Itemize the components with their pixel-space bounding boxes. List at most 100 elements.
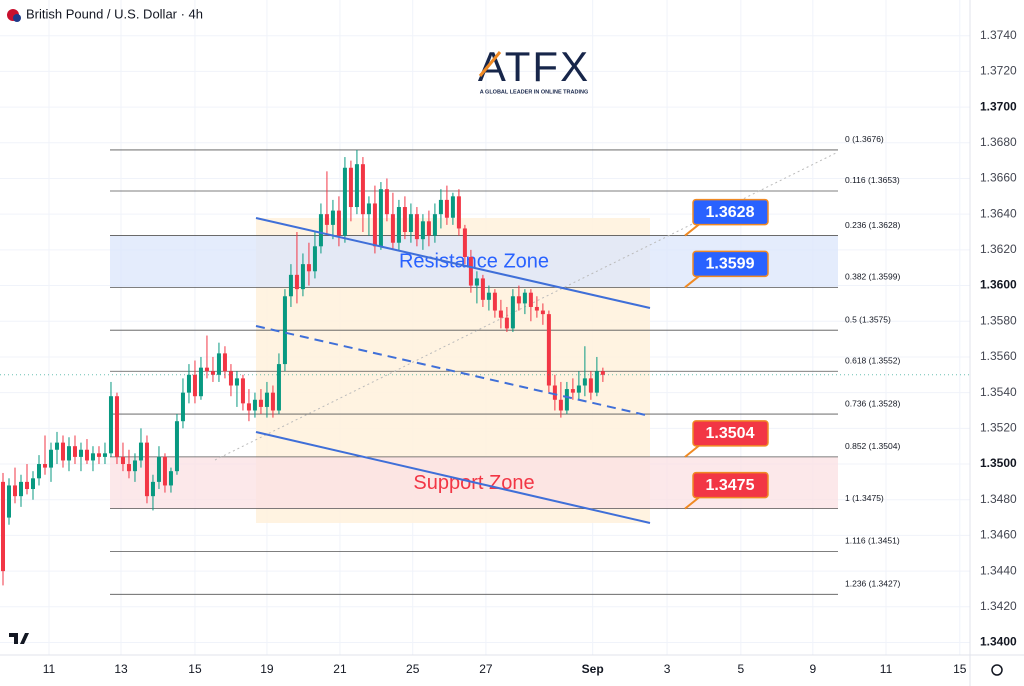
tag-label: 1.3628 xyxy=(706,204,755,221)
candle-body xyxy=(348,167,353,208)
candle-body xyxy=(432,214,437,236)
x-tick-label: 15 xyxy=(188,662,202,676)
candle-body xyxy=(336,210,341,236)
tv-logo xyxy=(9,633,29,644)
tag-pointer xyxy=(684,274,701,289)
channel-lower xyxy=(255,431,651,524)
candle-body xyxy=(540,310,545,315)
symbol-title: British Pound / U.S. Dollar · 4h xyxy=(26,6,203,21)
logo-tagline: A GLOBAL LEADER IN ONLINE TRADING xyxy=(480,89,588,95)
x-tick-label: 3 xyxy=(664,662,671,676)
settings-icon[interactable] xyxy=(991,664,1003,676)
y-tick-label: 1.3580 xyxy=(980,313,1017,327)
candle-body xyxy=(150,481,155,497)
candle-body xyxy=(522,292,527,304)
candle-body xyxy=(174,421,179,472)
candle-body xyxy=(408,214,413,233)
y-tick-label: 1.3660 xyxy=(980,171,1017,185)
fib-label: 0.236 (1.3628) xyxy=(845,220,900,230)
candle-body xyxy=(102,453,107,457)
y-tick-label: 1.3600 xyxy=(980,278,1017,292)
flag-icon xyxy=(13,14,21,22)
candle-body xyxy=(414,214,419,240)
candle-body xyxy=(186,374,191,393)
x-tick-label: 11 xyxy=(43,662,56,676)
y-tick-label: 1.3520 xyxy=(980,421,1017,435)
candle-body xyxy=(510,296,515,329)
candle-body xyxy=(324,214,329,225)
candle-body xyxy=(378,189,383,247)
candle-body xyxy=(384,189,389,215)
candle-body xyxy=(300,264,305,290)
x-tick-label: 27 xyxy=(479,662,493,676)
candle-body xyxy=(342,167,347,236)
candle-body xyxy=(570,389,575,393)
candle-body xyxy=(132,460,137,472)
candle-body xyxy=(180,392,185,422)
fib-label: 0.618 (1.3552) xyxy=(845,355,900,365)
candle-body xyxy=(600,371,605,375)
candle-body xyxy=(474,278,479,286)
x-tick-label: 5 xyxy=(738,662,745,676)
candle-body xyxy=(552,385,557,400)
candle-body xyxy=(312,246,317,272)
candle-body xyxy=(90,453,95,461)
candle-body xyxy=(120,456,125,465)
candle-body xyxy=(270,392,275,411)
candle-body xyxy=(78,449,83,457)
candle-body xyxy=(240,378,245,404)
y-tick-label: 1.3720 xyxy=(980,64,1017,78)
candle-body xyxy=(468,257,473,286)
candle-body xyxy=(564,389,569,411)
candle-body xyxy=(18,481,23,497)
candle-body xyxy=(66,446,71,461)
candle-body xyxy=(354,164,359,208)
candle-body xyxy=(534,306,539,311)
candle-body xyxy=(318,214,323,247)
price-tags: 1.3628 1.3599 1.3504 1.3475 xyxy=(684,198,769,510)
fib-label: 0.736 (1.3528) xyxy=(845,398,900,408)
candle-body xyxy=(6,485,11,518)
candle-body xyxy=(72,446,77,457)
candle-body xyxy=(246,403,251,411)
candle-body xyxy=(234,378,239,386)
y-tick-label: 1.3460 xyxy=(980,528,1017,542)
candle-body xyxy=(228,371,233,386)
fib-label: 1 (1.3475) xyxy=(845,493,884,503)
candle-body xyxy=(12,485,17,497)
candle-body xyxy=(288,274,293,297)
candle-body xyxy=(192,374,197,397)
fib-label: 1.236 (1.3427) xyxy=(845,579,900,589)
y-tick-label: 1.3740 xyxy=(980,28,1017,42)
tag-box xyxy=(692,250,769,278)
candle-body xyxy=(54,442,59,450)
candle-body xyxy=(96,453,101,457)
y-tick-label: 1.3480 xyxy=(980,492,1017,506)
candle-body xyxy=(486,292,491,300)
x-tick-label: 19 xyxy=(260,662,274,676)
channel-mid xyxy=(255,325,651,417)
candle-body xyxy=(306,264,311,272)
candle-body xyxy=(162,456,167,486)
y-tick-label: 1.3620 xyxy=(980,242,1017,256)
candle-body xyxy=(168,471,173,486)
fib-label: 1.116 (1.3451) xyxy=(845,536,900,546)
x-tick-label: 9 xyxy=(809,662,816,676)
candle-body xyxy=(282,296,287,365)
y-tick-label: 1.3640 xyxy=(980,206,1017,220)
candle-body xyxy=(372,203,377,247)
candle-body xyxy=(594,371,599,393)
tag-label: 1.3599 xyxy=(706,256,755,273)
candle-body xyxy=(480,278,485,300)
candle-body xyxy=(366,203,371,215)
candle-body xyxy=(396,207,401,243)
candle-body xyxy=(108,396,113,454)
candle-body xyxy=(114,396,119,457)
y-tick-label: 1.3500 xyxy=(980,456,1017,470)
y-tick-label: 1.3540 xyxy=(980,385,1017,399)
candle-body xyxy=(402,207,407,233)
tag-box xyxy=(692,198,769,226)
candle-body xyxy=(456,196,461,229)
x-tick-label: 25 xyxy=(406,662,420,676)
candle-body xyxy=(138,442,143,461)
